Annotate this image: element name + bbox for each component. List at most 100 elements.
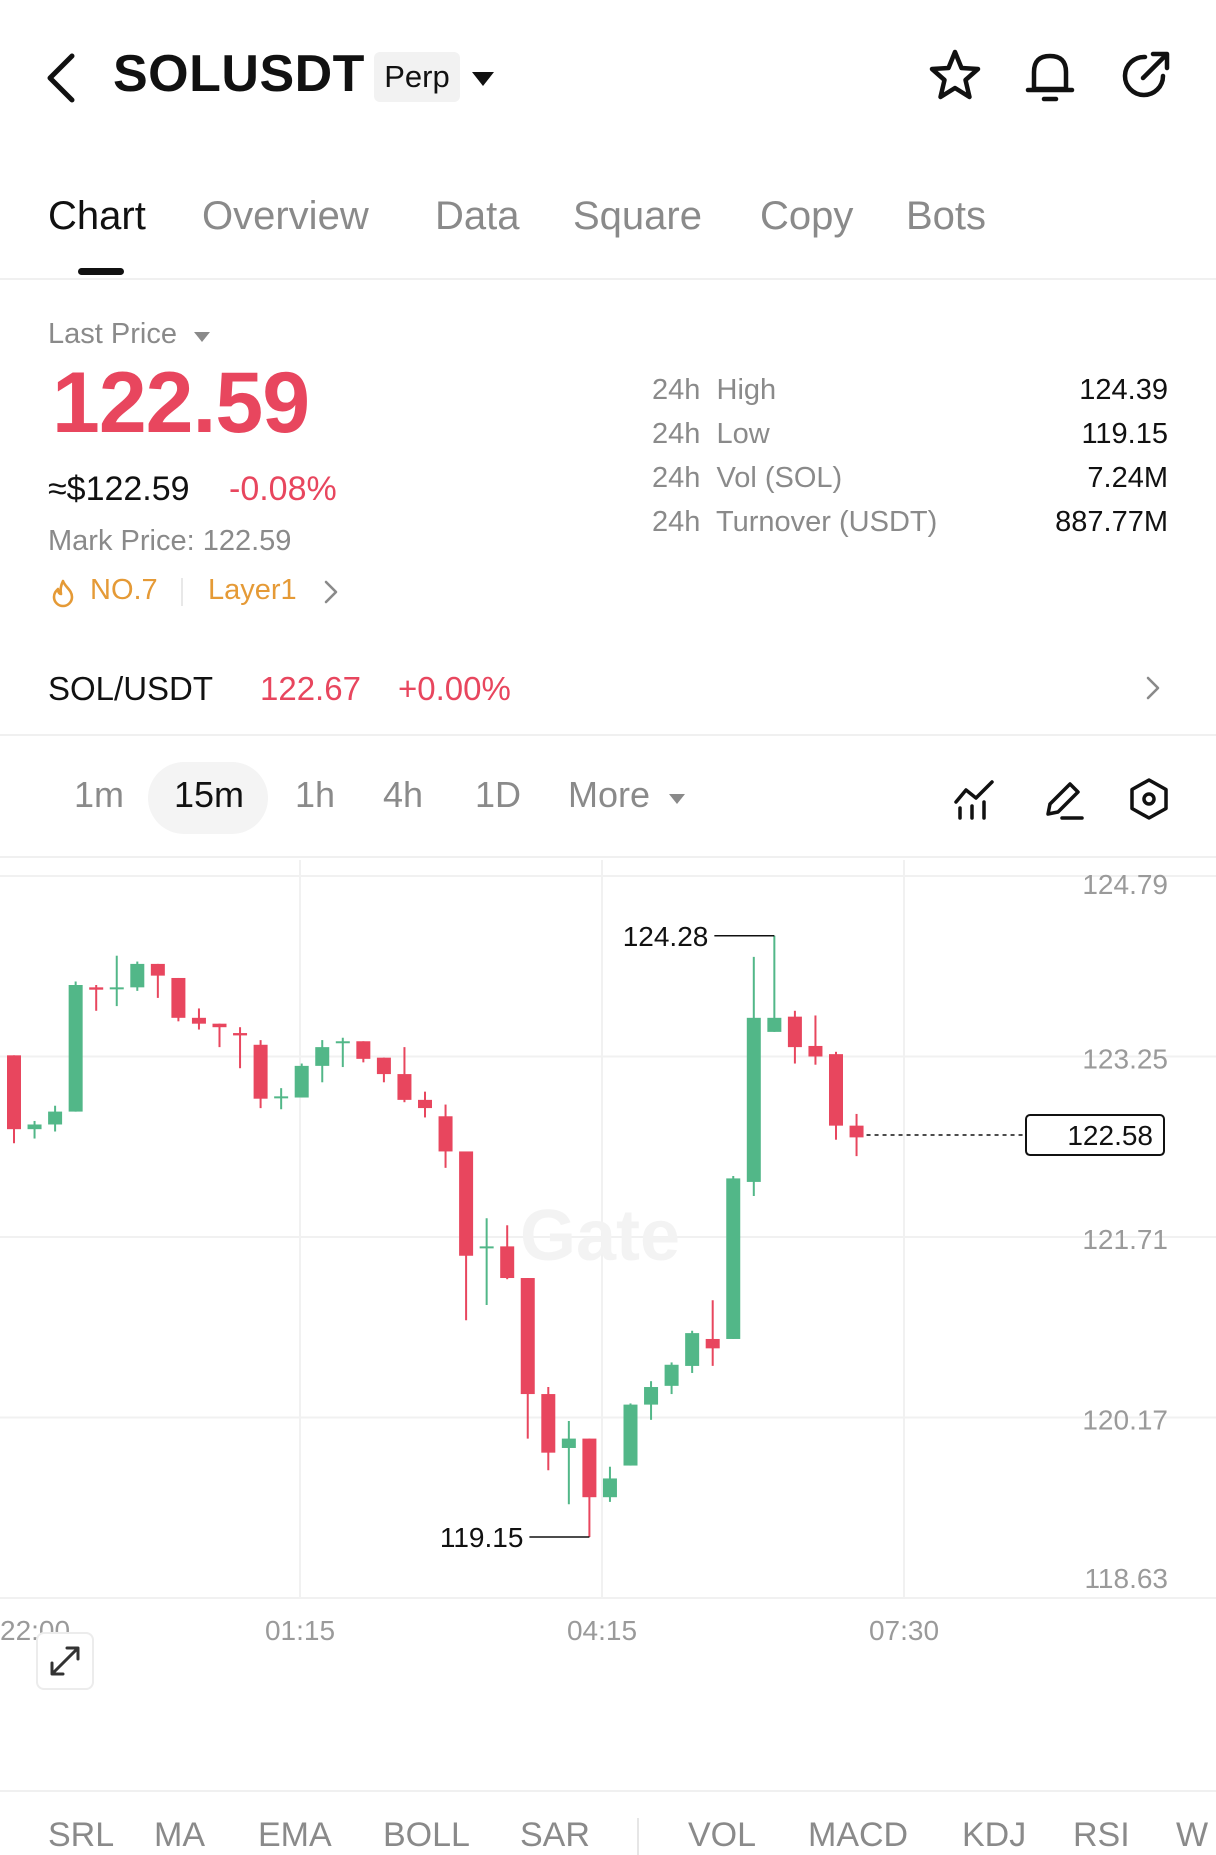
candle-body	[68, 985, 83, 1112]
candle-body	[767, 1017, 782, 1032]
candle-body	[459, 1151, 474, 1256]
interval-4h[interactable]: 4h	[383, 774, 424, 815]
spot-pair-row[interactable]: SOL/USDT 122.67 +0.00%	[0, 650, 1216, 736]
share-icon[interactable]	[1115, 46, 1175, 106]
current-price-tag	[1025, 1114, 1165, 1157]
candle-body	[294, 1065, 309, 1098]
candle-body	[150, 963, 165, 976]
stat-volume: 24h Vol (SOL) 7.24M	[652, 462, 1168, 506]
indicator-rsi[interactable]: RSI	[1073, 1816, 1130, 1854]
indicator-srl[interactable]: SRL	[48, 1816, 115, 1854]
y-axis-tick-label: 123.25	[1082, 1044, 1168, 1075]
candle-body	[315, 1047, 330, 1066]
interval-1h[interactable]: 1h	[295, 774, 336, 815]
candlestick-chart[interactable]: 124.79 123.25 121.71 120.17 118.63 Gate 124.28…	[0, 860, 1216, 1790]
indicator-divider	[637, 1818, 639, 1855]
caret-down-icon[interactable]	[470, 66, 496, 90]
y-axis-tick-label: 120.17	[1082, 1405, 1168, 1436]
star-icon[interactable]	[925, 46, 985, 106]
candle-body	[253, 1044, 268, 1099]
indicator-bar: SRL MA EMA BOLL SAR VOL MACD KDJ RSI W	[0, 1790, 1216, 1855]
candle-body	[438, 1116, 453, 1152]
candle-body	[829, 1054, 843, 1126]
tab-copy[interactable]: Copy	[760, 194, 854, 238]
tab-overview[interactable]: Overview	[202, 194, 369, 238]
stat-label: 24h Turnover (USDT)	[652, 506, 938, 538]
symbol-title: SOLUSDT	[113, 45, 365, 103]
candle-body	[623, 1404, 638, 1466]
candle-body	[48, 1111, 63, 1125]
chart-canvas[interactable]: 124.79 123.25 121.71 120.17 118.63 Gate 124.28…	[0, 860, 1216, 1790]
candle-body	[685, 1333, 700, 1366]
interval-15m[interactable]: 15m	[174, 774, 245, 815]
candle-body	[849, 1125, 864, 1138]
candle-body	[582, 1438, 597, 1498]
back-icon[interactable]	[44, 50, 84, 106]
stat-label: 24h Low	[652, 418, 770, 450]
tab-chart[interactable]: Chart	[48, 194, 146, 238]
candle-body	[356, 1041, 371, 1059]
candle-body	[500, 1246, 515, 1279]
stat-value: 119.15	[1081, 418, 1168, 450]
more-intervals[interactable]: More	[568, 774, 651, 815]
tab-data[interactable]: Data	[435, 194, 520, 238]
indicator-ma[interactable]: MA	[154, 1816, 205, 1854]
caret-down-icon[interactable]	[193, 330, 211, 344]
candle-body	[171, 977, 186, 1018]
candle-body	[335, 1041, 350, 1044]
tab-bots[interactable]: Bots	[906, 194, 987, 238]
stat-value: 7.24M	[1087, 462, 1168, 494]
main-tabs: Chart Overview Data Square Copy Bots	[0, 180, 1216, 280]
candle-body	[726, 1178, 741, 1339]
interval-1d[interactable]: 1D	[475, 774, 522, 815]
last-price-label[interactable]: Last Price	[48, 318, 177, 350]
candle-body	[376, 1057, 391, 1075]
contract-type-badge[interactable]: Perp	[374, 52, 460, 102]
chevron-right-icon[interactable]	[1144, 674, 1162, 702]
price-summary: Last Price 122.59 ≈$122.59 -0.08% Mark P…	[0, 282, 1216, 612]
indicator-wr[interactable]: W	[1176, 1816, 1209, 1854]
indicator-icon[interactable]	[952, 776, 998, 822]
candle-body	[520, 1278, 535, 1395]
indicator-sar[interactable]: SAR	[520, 1816, 590, 1854]
x-axis-tick-label: 07:30	[869, 1615, 939, 1646]
pencil-icon[interactable]	[1040, 776, 1086, 822]
indicator-macd[interactable]: MACD	[808, 1816, 909, 1854]
candle-body	[109, 987, 124, 990]
candle-body	[130, 963, 145, 988]
top-bar: SOLUSDT Perp	[0, 0, 1216, 150]
indicator-kdj[interactable]: KDJ	[962, 1816, 1027, 1854]
spot-pair-change: +0.00%	[398, 670, 511, 707]
stat-turnover: 24h Turnover (USDT) 887.77M	[652, 506, 1168, 550]
candle-body	[397, 1074, 412, 1100]
tab-square[interactable]: Square	[573, 194, 702, 238]
stat-value: 124.39	[1079, 374, 1168, 406]
candle-body	[274, 1096, 289, 1099]
settings-hexagon-icon[interactable]	[1126, 776, 1172, 822]
candle-body	[541, 1394, 556, 1453]
candle-body	[664, 1364, 679, 1386]
current-price-label: 122.58	[1067, 1120, 1153, 1151]
candle-body	[233, 1033, 248, 1036]
indicator-boll[interactable]: BOLL	[383, 1816, 470, 1854]
stat-label: 24h High	[652, 374, 777, 406]
x-axis-tick-label: 04:15	[567, 1615, 637, 1646]
bell-icon[interactable]	[1020, 46, 1080, 106]
sector-tag[interactable]: Layer1	[208, 574, 297, 606]
y-axis-tick-label: 121.71	[1082, 1224, 1168, 1255]
candle-body	[479, 1246, 494, 1249]
indicator-ema[interactable]: EMA	[258, 1816, 332, 1854]
chart-toolbar: 1m 15m 1h 4h 1D More	[0, 740, 1216, 858]
indicator-vol[interactable]: VOL	[688, 1816, 757, 1854]
chevron-right-icon[interactable]	[322, 578, 340, 606]
fullscreen-button[interactable]	[36, 1632, 94, 1690]
candle-body	[89, 987, 104, 990]
rank-tag[interactable]: NO.7	[90, 574, 158, 606]
interval-1m[interactable]: 1m	[74, 774, 125, 815]
mark-price-value: 122.59	[202, 525, 292, 557]
usd-equivalent: ≈$122.59	[48, 470, 190, 508]
x-axis-tick-label: 01:15	[265, 1615, 335, 1646]
active-interval-pill	[148, 762, 268, 834]
y-axis-tick-label: 124.79	[1082, 869, 1168, 900]
caret-down-icon[interactable]	[668, 792, 686, 806]
